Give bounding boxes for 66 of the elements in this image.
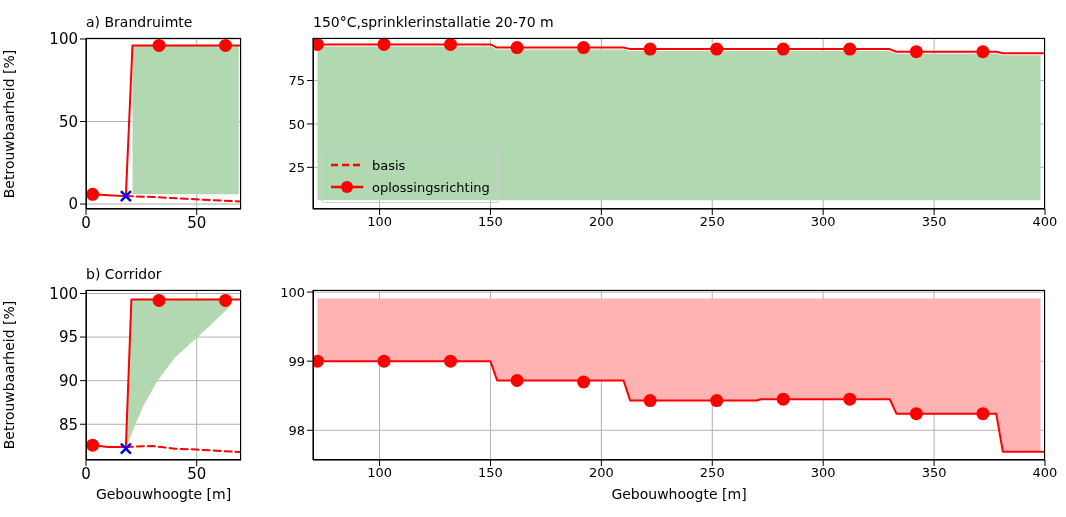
x-tick-label: 50 bbox=[187, 213, 207, 232]
point bbox=[976, 407, 990, 421]
legend-label: basis bbox=[372, 157, 406, 173]
x-tick-label: 150 bbox=[478, 465, 503, 481]
point bbox=[643, 394, 657, 408]
y-tick-label: 85 bbox=[58, 415, 78, 434]
x-tick-label: 250 bbox=[699, 465, 725, 481]
y-tick-label: 100 bbox=[49, 284, 78, 303]
y-tick-label: 95 bbox=[58, 328, 78, 347]
x-tick-label: 300 bbox=[810, 214, 836, 230]
point bbox=[710, 42, 724, 56]
point bbox=[710, 394, 724, 408]
x-tick-label: 0 bbox=[81, 464, 91, 483]
y-tick-label: 25 bbox=[288, 159, 305, 175]
x-axis-title: Gebouwhoogte [m] bbox=[94, 486, 233, 502]
y-tick-label: 99 bbox=[288, 353, 305, 369]
point bbox=[776, 392, 790, 406]
x-tick-label: 200 bbox=[588, 465, 614, 481]
x-tick-label: 400 bbox=[1032, 465, 1058, 481]
point bbox=[909, 407, 923, 421]
point bbox=[152, 293, 166, 307]
y-tick-label: 100 bbox=[280, 284, 305, 300]
point bbox=[219, 38, 232, 52]
x-tick-label: 250 bbox=[699, 214, 725, 230]
point bbox=[86, 187, 100, 201]
chart-title: b) Corridor bbox=[86, 266, 162, 282]
y-tick-label: 98 bbox=[288, 422, 305, 438]
point bbox=[510, 41, 524, 55]
point bbox=[843, 392, 857, 406]
chart-title: a) Brandruimte bbox=[86, 14, 193, 30]
y-tick-label: 50 bbox=[288, 116, 305, 132]
x-tick-label: 200 bbox=[588, 214, 614, 230]
point bbox=[510, 374, 524, 388]
legend-label: oplossingsrichting bbox=[372, 179, 490, 195]
x-tick-label: 0 bbox=[81, 213, 91, 232]
x-tick-label: 50 bbox=[187, 464, 207, 483]
point bbox=[776, 42, 790, 56]
y-tick-label: 50 bbox=[58, 112, 78, 131]
point bbox=[577, 41, 591, 55]
y-tick-label: 75 bbox=[288, 73, 305, 89]
point bbox=[976, 45, 990, 59]
point bbox=[444, 354, 458, 368]
point bbox=[377, 38, 391, 51]
point bbox=[219, 293, 232, 307]
y-tick-label: 100 bbox=[49, 30, 78, 49]
y-tick-label: 0 bbox=[68, 195, 78, 214]
point bbox=[909, 45, 923, 59]
chart-title: 150°C,sprinklerinstallatie 20-70 m bbox=[313, 14, 554, 30]
x-tick-label: 350 bbox=[921, 214, 947, 230]
y-axis-title: Betrouwbaarheid [%] bbox=[1, 300, 17, 450]
x-axis-title: Gebouwhoogte [m] bbox=[610, 486, 748, 502]
point bbox=[577, 375, 591, 389]
x-tick-label: 100 bbox=[367, 214, 392, 230]
point bbox=[843, 42, 857, 56]
y-axis-title: Betrouwbaarheid [%] bbox=[1, 49, 17, 198]
x-tick-label: 400 bbox=[1032, 214, 1058, 230]
x-tick-label: 300 bbox=[810, 465, 836, 481]
y-tick-label: 90 bbox=[58, 371, 78, 390]
point bbox=[86, 438, 100, 452]
x-tick-label: 350 bbox=[921, 465, 947, 481]
point bbox=[377, 354, 391, 368]
point bbox=[444, 38, 458, 51]
point bbox=[643, 42, 657, 56]
point bbox=[152, 38, 166, 52]
x-tick-label: 150 bbox=[478, 214, 503, 230]
x-tick-label: 100 bbox=[367, 465, 392, 481]
